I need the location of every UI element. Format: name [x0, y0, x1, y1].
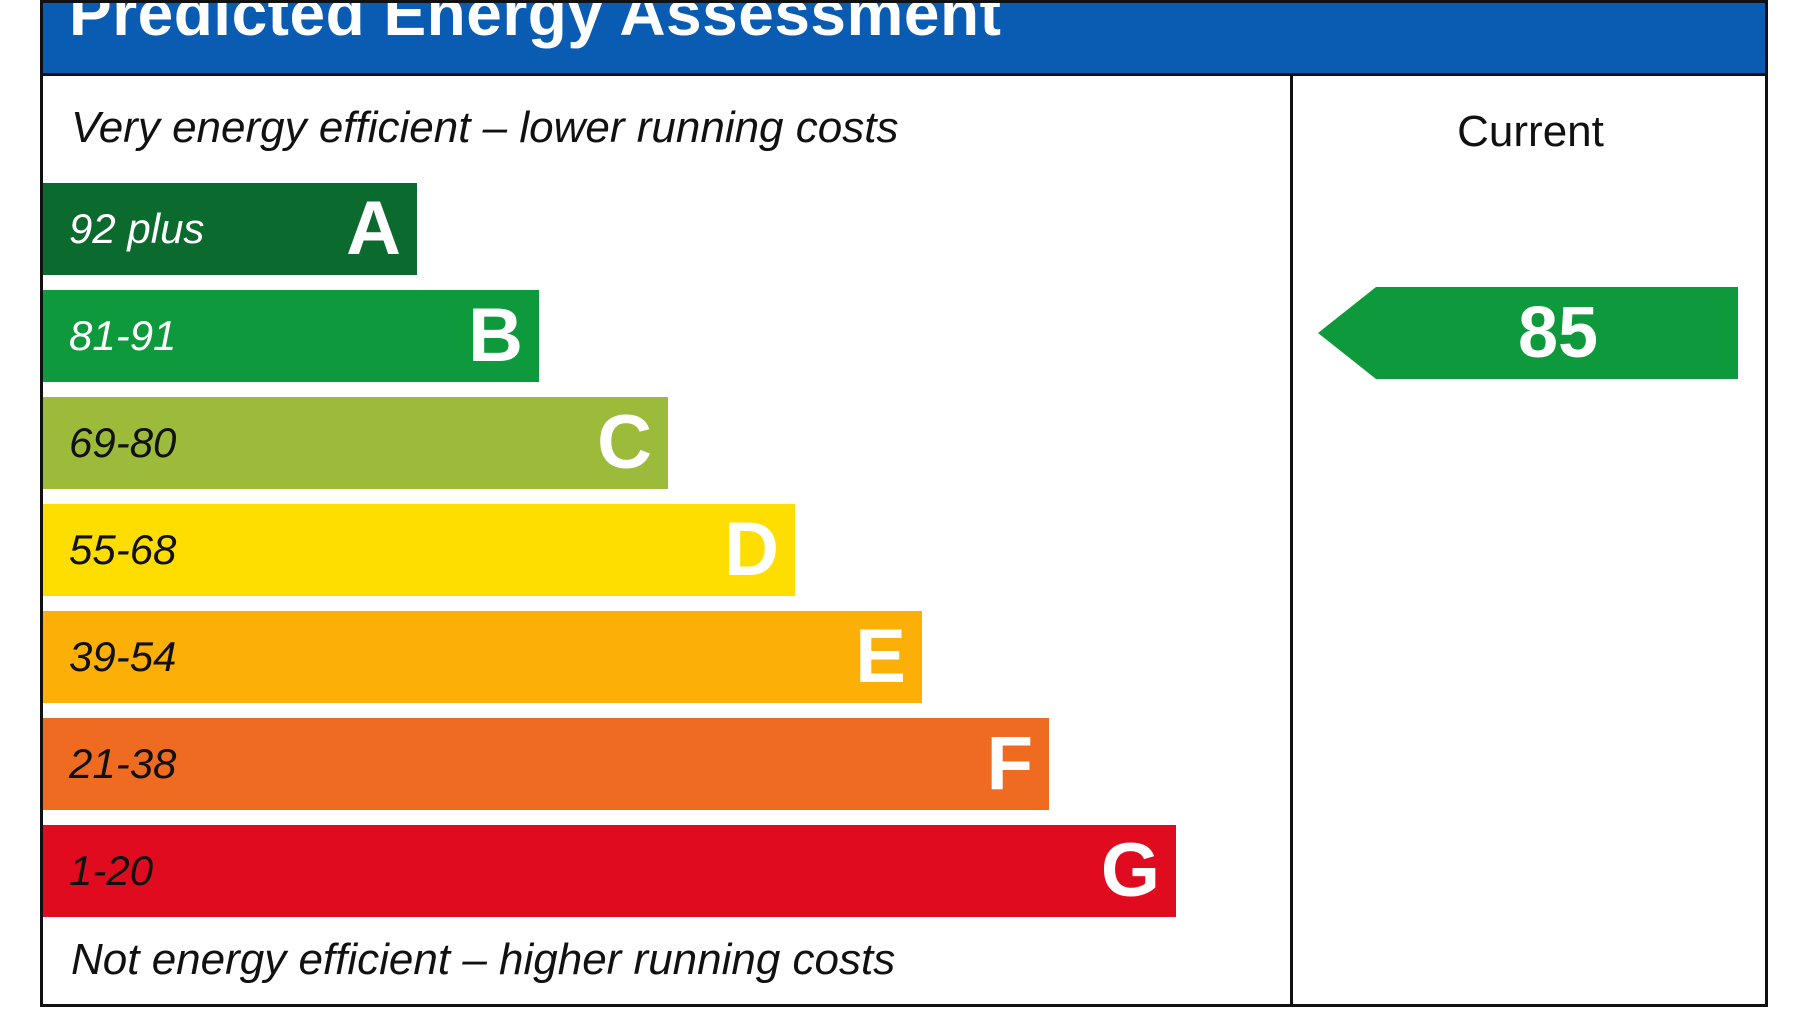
chart-header: Predicted Energy Assessment [43, 3, 1765, 76]
band-range-label: 92 plus [69, 205, 205, 252]
column-divider [1290, 73, 1293, 1004]
band-letter: D [724, 507, 779, 592]
energy-rating-chart: Predicted Energy Assessment Very energy … [40, 0, 1768, 1007]
band-letter: B [468, 293, 523, 378]
band-g: 1-20 G [43, 825, 1176, 917]
band-range-label: 39-54 [69, 633, 177, 680]
band-letter: E [855, 614, 906, 699]
band-letter: G [1100, 828, 1160, 913]
band-a: 92 plus A [43, 183, 417, 275]
current-rating-value: 85 [1517, 293, 1599, 373]
current-rating-arrow: 85 [1318, 287, 1738, 379]
band-range-label: 21-38 [69, 740, 177, 787]
band-letter: A [346, 186, 401, 271]
band-letter: C [597, 400, 652, 485]
bottom-caption: Not energy efficient – higher running co… [71, 935, 896, 984]
band-range-label: 55-68 [69, 526, 177, 573]
band-range-label: 69-80 [69, 419, 177, 466]
arrow-shape [1318, 287, 1738, 379]
band-letter: F [986, 721, 1033, 806]
band-range-label: 1-20 [69, 847, 154, 894]
band-f: 21-38 F [43, 718, 1049, 810]
band-b: 81-91 B [43, 290, 539, 382]
current-column-header: Current [1457, 107, 1604, 156]
chart-title: Predicted Energy Assessment [69, 3, 1002, 49]
top-caption: Very energy efficient – lower running co… [71, 103, 899, 152]
band-e: 39-54 E [43, 611, 922, 703]
band-c: 69-80 C [43, 397, 668, 489]
band-range-label: 81-91 [69, 312, 177, 359]
band-d: 55-68 D [43, 504, 795, 596]
